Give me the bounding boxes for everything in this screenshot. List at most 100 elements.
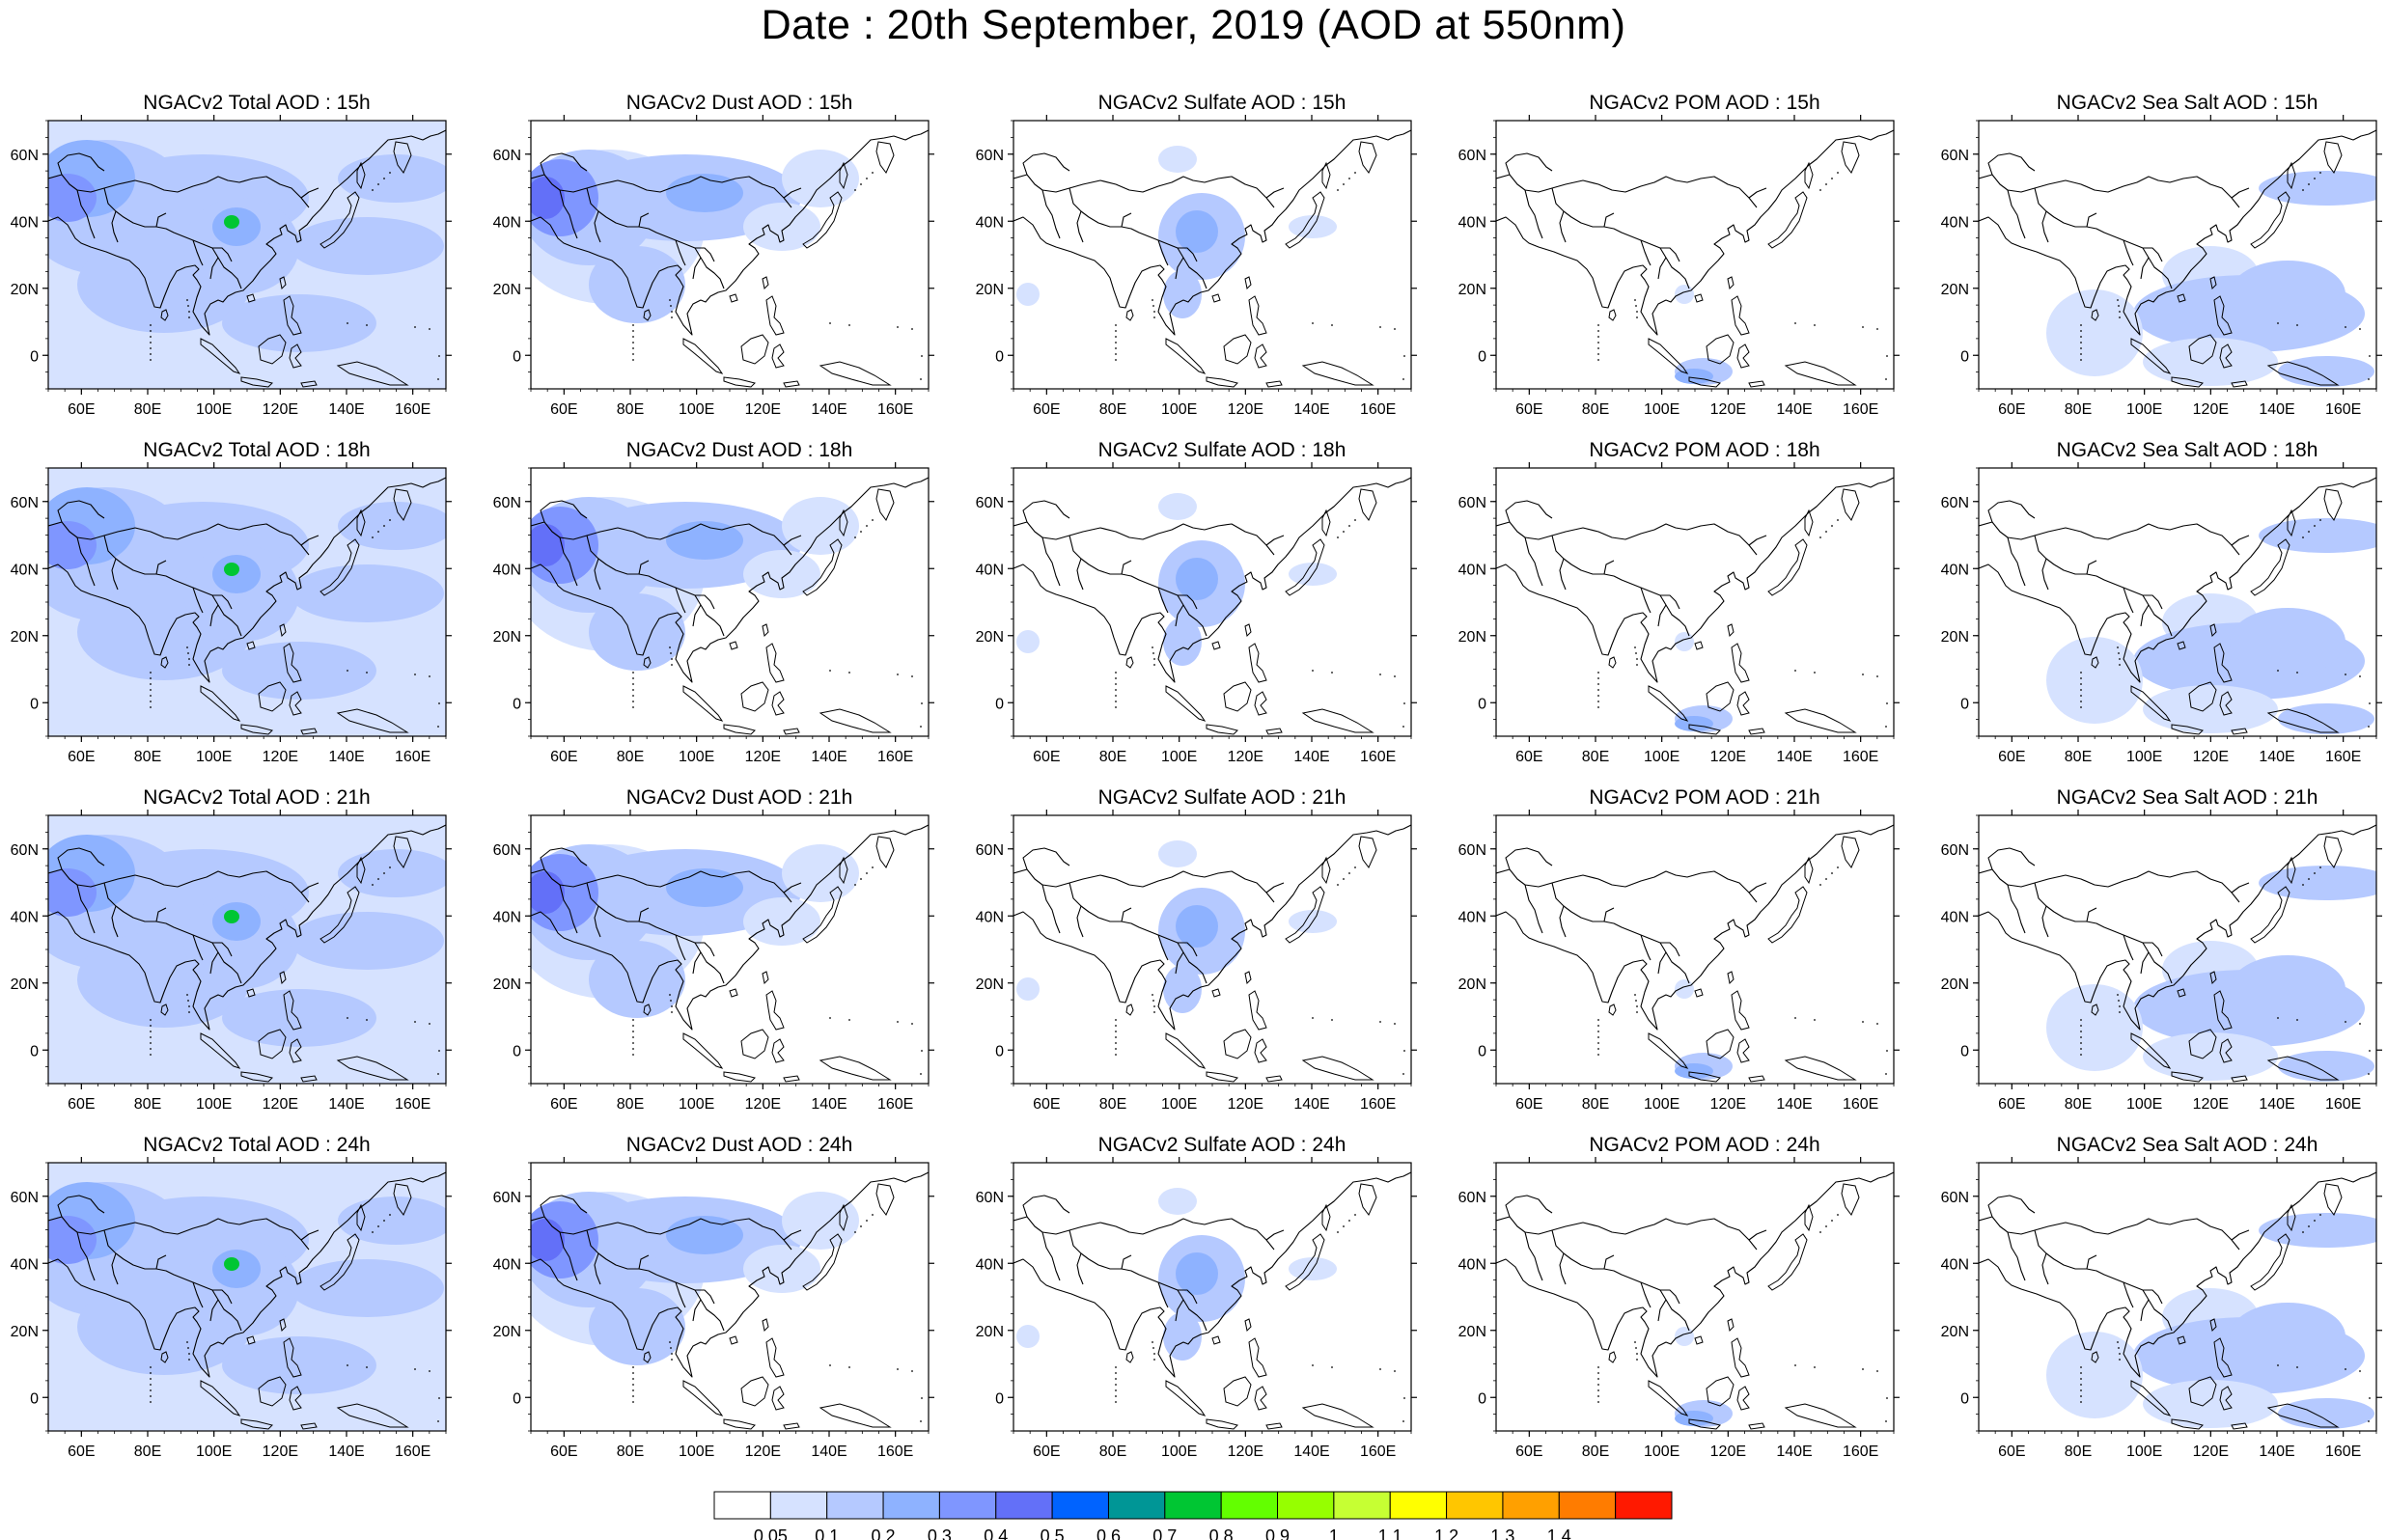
aod-field [1013, 468, 1411, 736]
colorbar-swatch [769, 1491, 828, 1520]
aod-region [1176, 1252, 1218, 1295]
lat-tick-label: 60N [1458, 1190, 1486, 1206]
lat-tick-label: 20N [976, 1324, 1004, 1340]
aod-region [290, 217, 444, 275]
lon-tick-label: 160E [877, 749, 913, 765]
lon-tick-label: 120E [1710, 1444, 1746, 1460]
lon-tick-label: 100E [1644, 401, 1679, 418]
lat-tick-label: 20N [493, 1324, 521, 1340]
lat-tick-label: 20N [1941, 282, 1969, 298]
figure-title: Date : 20th September, 2019 (AOD at 550n… [761, 2, 1626, 48]
lat-tick-label: 60N [1941, 842, 1969, 859]
aod-region [290, 1259, 444, 1317]
lat-tick-label: 40N [976, 562, 1004, 578]
map-panel: NGACv2 Dust AOD : 21h 60E 80E 100E 120E 140E 1… [493, 786, 934, 1113]
aod-region [743, 1245, 820, 1293]
aod-region [2143, 685, 2278, 733]
lat-tick-label: 0 [1478, 348, 1486, 365]
aod-region [2278, 1398, 2374, 1429]
lat-tick-label: 20N [976, 629, 1004, 646]
lon-tick-label: 100E [679, 1096, 714, 1113]
lat-tick-label: 40N [976, 1256, 1004, 1273]
lat-tick-label: 0 [513, 348, 521, 365]
lon-tick-label: 120E [2193, 1096, 2229, 1113]
aod-region [48, 174, 97, 222]
lat-tick-label: 20N [11, 629, 39, 646]
lat-tick-label: 40N [11, 562, 39, 578]
lon-tick-label: 100E [1644, 1096, 1679, 1113]
map-panel: NGACv2 Sea Salt AOD : 24h 60E 80E 100E 120E 1… [1941, 1134, 2382, 1460]
aod-region [1163, 618, 1202, 666]
lon-tick-label: 140E [1293, 1096, 1329, 1113]
lat-tick-label: 0 [30, 696, 39, 712]
lat-tick-label: 40N [1458, 909, 1486, 925]
lat-tick-label: 0 [30, 1390, 39, 1407]
aod-region [2046, 1332, 2143, 1418]
aod-region [2259, 1213, 2376, 1248]
aod-region [338, 502, 446, 550]
aod-field [1013, 815, 1411, 1084]
lon-tick-label: 120E [1228, 1444, 1263, 1460]
lon-tick-label: 80E [617, 1444, 644, 1460]
lon-tick-label: 160E [1360, 401, 1396, 418]
aod-region [48, 1216, 97, 1264]
lon-tick-label: 160E [2325, 749, 2361, 765]
colorbar-label: 1.2 [1434, 1526, 1458, 1540]
lat-tick-label: 40N [11, 214, 39, 231]
lon-tick-label: 160E [877, 401, 913, 418]
map-panel: NGACv2 Total AOD : 24h 60E 80E 100E 120E 140E… [11, 1134, 452, 1460]
lon-tick-label: 100E [196, 1444, 232, 1460]
lon-tick-label: 60E [68, 1096, 95, 1113]
colorbar-label: 1.4 [1547, 1526, 1571, 1540]
lon-tick-label: 120E [2193, 401, 2229, 418]
lat-tick-label: 20N [976, 282, 1004, 298]
lon-tick-label: 80E [134, 749, 161, 765]
lon-tick-label: 60E [1515, 1096, 1542, 1113]
colorbar-swatch [1051, 1491, 1109, 1520]
lat-tick-label: 60N [11, 148, 39, 164]
aod-region [48, 868, 97, 917]
aod-region [2046, 984, 2143, 1071]
map-panel: NGACv2 Sea Salt AOD : 21h 60E 80E 100E 120E 1… [1941, 786, 2382, 1113]
lon-tick-label: 60E [1998, 749, 2025, 765]
lon-tick-label: 120E [263, 1096, 298, 1113]
lon-tick-label: 80E [1099, 749, 1126, 765]
lat-tick-label: 20N [1941, 976, 1969, 993]
lon-tick-label: 100E [1161, 1444, 1197, 1460]
aod-region [589, 593, 685, 671]
lon-tick-label: 140E [1293, 749, 1329, 765]
lat-tick-label: 60N [976, 842, 1004, 859]
panel-title: NGACv2 Total AOD : 24h [143, 1134, 370, 1156]
panel-title: NGACv2 POM AOD : 24h [1589, 1134, 1819, 1156]
panel-title: NGACv2 Sulfate AOD : 18h [1098, 439, 1346, 461]
lat-tick-label: 40N [1941, 214, 1969, 231]
aod-field [531, 815, 929, 1084]
lon-tick-label: 160E [877, 1444, 913, 1460]
lat-tick-label: 0 [995, 1390, 1004, 1407]
lon-tick-label: 120E [263, 1444, 298, 1460]
aod-region [1163, 965, 1202, 1013]
lon-tick-label: 160E [1360, 1444, 1396, 1460]
lat-tick-label: 40N [1941, 562, 1969, 578]
colorbar-swatch [882, 1491, 940, 1520]
aod-region [48, 521, 97, 569]
lon-tick-label: 100E [196, 749, 232, 765]
lat-tick-label: 20N [493, 282, 521, 298]
aod-region [743, 897, 820, 946]
map-panel: NGACv2 Sulfate AOD : 15h 60E 80E 100E 120E 14… [976, 92, 1417, 418]
lon-tick-label: 140E [2259, 749, 2294, 765]
aod-field [1496, 468, 1894, 736]
lat-tick-label: 0 [995, 1043, 1004, 1059]
lon-tick-label: 160E [1843, 1444, 1878, 1460]
lon-tick-label: 140E [2259, 1096, 2294, 1113]
lon-tick-label: 160E [1843, 401, 1878, 418]
lat-tick-label: 0 [1478, 1390, 1486, 1407]
aod-field [1496, 121, 1894, 389]
lon-tick-label: 140E [2259, 1444, 2294, 1460]
lat-tick-label: 20N [1458, 976, 1486, 993]
lat-tick-label: 60N [976, 1190, 1004, 1206]
map-panel: NGACv2 Total AOD : 18h 60E 80E 100E 120E 140E… [11, 439, 452, 765]
lon-tick-label: 140E [1776, 749, 1812, 765]
aod-region [222, 642, 376, 700]
colorbar-swatch [1446, 1491, 1504, 1520]
